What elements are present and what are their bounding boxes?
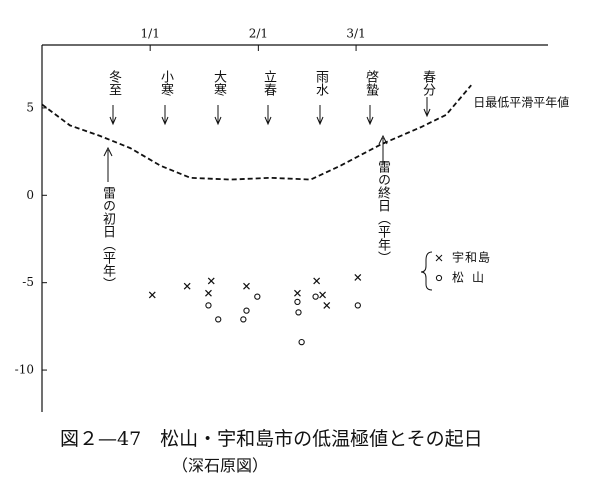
arrow-head: [264, 116, 272, 126]
y-tick-label: -5: [22, 275, 34, 289]
point: [205, 302, 212, 309]
solar-term: 冬至: [106, 70, 121, 96]
arrow-head: [316, 116, 324, 126]
arrow-head: [103, 146, 113, 157]
point: [240, 316, 247, 323]
solar-term: 啓蟄: [363, 70, 378, 96]
solar-term: 小寒: [158, 70, 173, 96]
solar-term: 大寒: [211, 70, 226, 96]
point: [148, 291, 156, 299]
point: [243, 282, 250, 290]
solar-term: 春分: [420, 70, 435, 96]
point: [215, 316, 222, 323]
point: [243, 307, 250, 314]
caption: 図２—47 松山・宇和島市の低温極値とその起日: [60, 428, 483, 450]
arrow-head: [161, 116, 169, 126]
x-tick-label: 2/1: [249, 27, 268, 41]
legend-marker: [435, 254, 443, 262]
point: [183, 282, 191, 290]
solar-term: 立春: [261, 70, 276, 96]
point: [312, 293, 319, 300]
point: [298, 338, 305, 346]
arrow-head: [214, 116, 222, 126]
arrow-head: [378, 134, 388, 145]
source: （深石原図）: [172, 456, 269, 475]
legend-label: 松山: [452, 271, 492, 285]
legend-bracket: [420, 251, 433, 291]
legend-label: 宇和島: [452, 250, 491, 265]
annotation: 雷の初日（平年）: [100, 186, 115, 290]
arrow-head: [366, 116, 374, 126]
y-tick-label: 0: [26, 188, 34, 202]
point: [294, 289, 301, 297]
y-tick-label: -10: [15, 363, 34, 377]
x-tick-label: 3/1: [346, 27, 365, 41]
y-tick-label: 5: [26, 100, 34, 114]
point: [354, 302, 361, 309]
point: [319, 291, 326, 299]
arrow-head: [423, 108, 431, 118]
point: [207, 277, 215, 285]
line: [41, 84, 472, 181]
line-label: 日最低平滑平年値: [473, 95, 569, 110]
point: [254, 293, 261, 300]
point: [313, 277, 321, 285]
point: [323, 301, 331, 309]
arrow-head: [109, 116, 117, 126]
legend-marker: [435, 274, 443, 282]
annotation: 雷の終日（平年）: [375, 160, 390, 264]
solar-term: 雨水: [313, 70, 328, 96]
x-tick-label: 1/1: [141, 27, 160, 41]
point: [205, 289, 212, 297]
point: [295, 309, 302, 316]
point: [294, 298, 301, 306]
point: [354, 274, 362, 281]
